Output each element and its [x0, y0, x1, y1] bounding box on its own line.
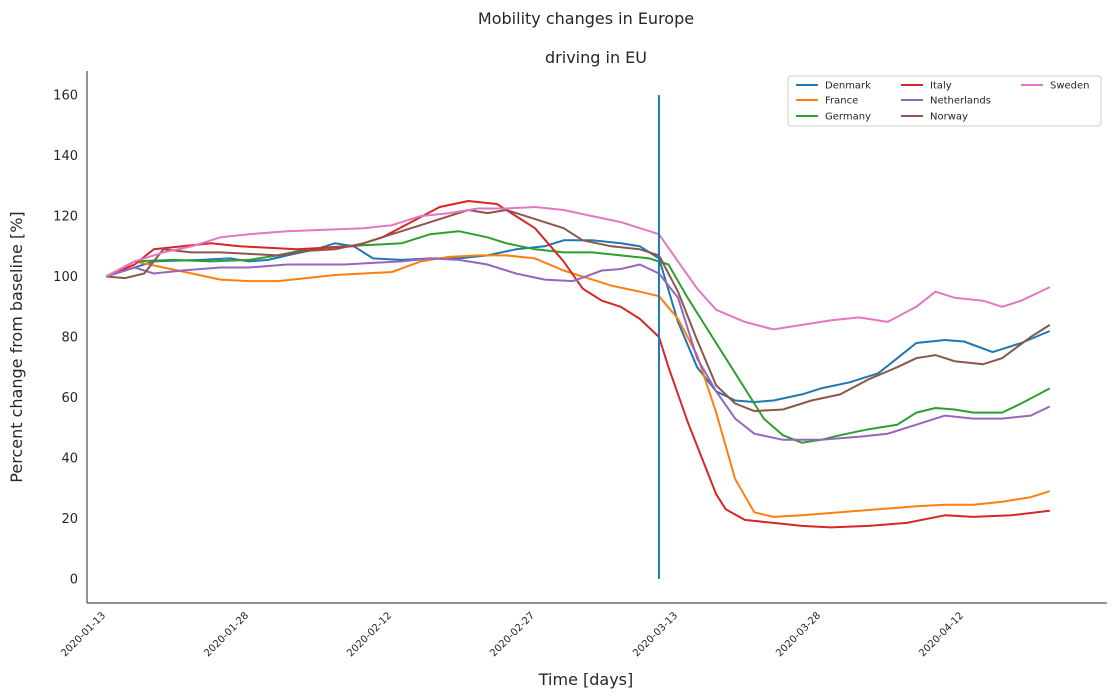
- x-axis-label: Time [days]: [538, 670, 634, 689]
- x-tick-label: 2020-03-28: [774, 610, 823, 659]
- legend-label: Italy: [930, 81, 952, 92]
- y-ticks: 0 20 40 60 80 100 120 140 160: [53, 89, 78, 588]
- legend-label: Norway: [930, 112, 968, 123]
- legend-label: Netherlands: [930, 96, 991, 107]
- x-tick-label: 2020-02-27: [488, 610, 537, 659]
- y-tick-label: 40: [61, 451, 78, 466]
- y-tick-label: 120: [53, 210, 78, 225]
- y-tick-label: 20: [61, 512, 78, 527]
- x-tick-label: 2020-01-28: [202, 610, 251, 659]
- axes: [86, 71, 1107, 604]
- y-tick-label: 60: [61, 391, 78, 406]
- x-ticks: 2020-01-13 2020-01-28 2020-02-12 2020-02-27…: [59, 610, 966, 659]
- legend-label: Sweden: [1050, 81, 1090, 92]
- series-line-denmark: [105, 239, 1051, 403]
- series-line-netherlands: [105, 257, 1051, 441]
- legend: Denmark France Germany Italy Netherlands Norw…: [787, 75, 1102, 127]
- legend-label: Denmark: [825, 81, 871, 92]
- series-line-germany: [105, 230, 1051, 444]
- legend-label: France: [825, 96, 858, 107]
- y-tick-label: 80: [61, 331, 78, 346]
- x-tick-label: 2020-03-13: [631, 610, 680, 659]
- series-lines: [105, 200, 1051, 529]
- series-line-sweden: [105, 206, 1051, 331]
- chart-subtitle: driving in EU: [545, 48, 647, 67]
- y-tick-label: 0: [70, 572, 78, 587]
- series-line-italy: [105, 200, 1050, 529]
- y-tick-label: 160: [53, 89, 78, 104]
- x-tick-label: 2020-01-13: [59, 610, 108, 659]
- y-tick-label: 140: [53, 149, 78, 164]
- x-tick-label: 2020-02-12: [345, 610, 394, 659]
- x-tick-label: 2020-04-12: [917, 610, 966, 659]
- chart-title: Mobility changes in Europe: [478, 9, 694, 28]
- series-line-norway: [106, 209, 1051, 413]
- y-tick-label: 100: [53, 270, 78, 285]
- legend-label: Germany: [825, 112, 871, 123]
- series-line-france: [105, 254, 1051, 518]
- y-axis-label: Percent change from baseline [%]: [7, 211, 26, 482]
- legend-box: [787, 75, 1102, 127]
